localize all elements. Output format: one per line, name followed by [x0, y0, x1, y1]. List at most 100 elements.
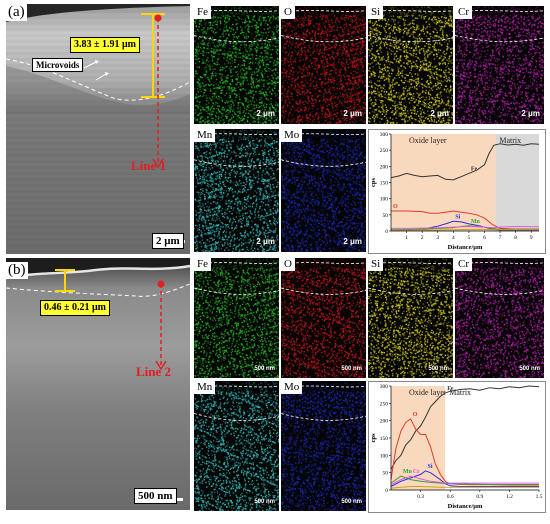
- x-tick-label: 7: [499, 235, 502, 241]
- x-tick-label: 0.9: [476, 494, 483, 500]
- map-mo-a: Mo 2 μm: [281, 129, 366, 252]
- microvoids-label: Microvoids: [32, 58, 84, 72]
- map-label-mn-b: Mn: [194, 381, 216, 394]
- y-tick-label: 300: [380, 132, 389, 138]
- x-tick-label: 1.2: [506, 494, 513, 500]
- x-tick-label: 2: [421, 235, 424, 241]
- map-fe-a: Fe 2 μm: [194, 6, 279, 124]
- series-line-mo: [390, 486, 539, 489]
- series-annotation-fe: Fe: [471, 166, 478, 172]
- y-tick-label: 50: [383, 471, 389, 477]
- y-tick-label: 200: [380, 164, 389, 170]
- chart-region-label: Matrix: [449, 388, 471, 397]
- series-line-fe: [390, 385, 540, 470]
- line-label-a: Line 1: [128, 159, 169, 173]
- map-cr-b: Cr 500 nm: [455, 258, 544, 378]
- y-tick-label: 150: [380, 181, 389, 187]
- chart-region-label: Oxide layer: [409, 388, 447, 397]
- series-annotation-o: O: [413, 412, 418, 418]
- y-tick-label: 250: [380, 148, 389, 154]
- series-annotation-o: O: [393, 204, 398, 210]
- map-o-a: O 2 μm: [281, 6, 366, 124]
- map-scale-o-b: 500 nm: [341, 366, 362, 372]
- line-scan-chart-a-svg: Oxide layer Matrix 1 2 3 4 5 6 7 8 9 0 50 100 150 200 25…: [370, 132, 540, 251]
- map-label-fe-a: Fe: [194, 6, 211, 19]
- chart-region: [445, 386, 539, 490]
- map-scale-si-a: 2 μm: [430, 109, 449, 118]
- map-scale-fe-b: 500 nm: [254, 366, 275, 372]
- map-mn-b: Mn 500 nm: [194, 381, 279, 511]
- series-annotation-si: Si: [455, 214, 460, 220]
- line-scan-chart-a: Oxide layer Matrix 1 2 3 4 5 6 7 8 9 0 50 100 150 200 25…: [368, 129, 546, 254]
- chart-region: [495, 134, 539, 231]
- y-tick-label: 200: [380, 419, 389, 425]
- y-tick-label: 100: [380, 453, 389, 459]
- map-label-mo-b: Mo: [281, 381, 303, 394]
- y-tick-label: 0: [385, 229, 388, 235]
- x-tick-label: 5: [468, 235, 471, 241]
- map-si-b: Si 500 nm: [368, 258, 453, 378]
- sem-image-b: [6, 258, 190, 510]
- map-label-o-a: O: [281, 6, 295, 19]
- thickness-label-b: 0.46 ± 0.21 μm: [40, 300, 110, 316]
- map-scale-mo-a: 2 μm: [343, 237, 362, 246]
- y-axis-label: cps: [370, 433, 377, 443]
- series-line-fe: [390, 143, 540, 181]
- line-scan-chart-b: Oxide layer Matrix 0.3 0.6 0.9 1.2 1.5 0 50 100 15…: [368, 381, 546, 513]
- map-si-a: Si 2 μm: [368, 6, 453, 124]
- map-label-mo-a: Mo: [281, 129, 303, 142]
- map-label-si-b: Si: [368, 258, 384, 271]
- panel-b: (b) 0.46 ± 0.21 μm Line 2 500 nm Fe 500 …: [0, 258, 550, 524]
- panel-label-a: (a): [6, 4, 27, 21]
- series-line-cr: [390, 475, 539, 486]
- map-label-cr-b: Cr: [455, 258, 472, 271]
- line-label-b: Line 2: [133, 365, 174, 379]
- series-line-o: [390, 418, 539, 486]
- x-tick-label: 1.5: [536, 494, 543, 500]
- x-axis-label: Distance/μm: [448, 503, 483, 510]
- series-annotation-cr: Cr: [413, 469, 420, 475]
- map-scale-fe-a: 2 μm: [256, 109, 275, 118]
- map-scale-mn-b: 500 nm: [254, 499, 275, 505]
- y-tick-label: 100: [380, 197, 389, 203]
- series-line-mn: [390, 475, 539, 485]
- map-label-cr-a: Cr: [455, 6, 472, 19]
- x-tick-label: 3: [436, 235, 439, 241]
- series-line-cr: [391, 225, 539, 229]
- y-tick-label: 300: [380, 384, 389, 390]
- panel-a: (a) 3.83 ± 1.91 μm Microvoids Line 1 2 μ…: [0, 0, 550, 258]
- chart-region-label: Matrix: [499, 136, 521, 145]
- y-axis-label: cps: [370, 178, 377, 188]
- map-scale-o-a: 2 μm: [343, 109, 362, 118]
- y-tick-label: 50: [383, 213, 389, 219]
- thickness-label-a: 3.83 ± 1.91 μm: [70, 37, 140, 53]
- y-tick-label: 0: [385, 488, 388, 494]
- sem-scale-a: 2 μm: [152, 233, 184, 249]
- map-label-fe-b: Fe: [194, 258, 211, 271]
- map-scale-si-b: 500 nm: [428, 366, 449, 372]
- map-mn-a: Mn 2 μm: [194, 129, 279, 252]
- panel-label-b: (b): [6, 262, 28, 279]
- map-scale-mn-a: 2 μm: [256, 237, 275, 246]
- series-annotation-si: Si: [428, 464, 433, 470]
- x-tick-label: 0.6: [447, 494, 454, 500]
- map-label-si-a: Si: [368, 6, 384, 19]
- x-tick-label: 9: [530, 235, 533, 241]
- map-label-mn-a: Mn: [194, 129, 216, 142]
- y-tick-label: 150: [380, 436, 389, 442]
- series-line-o: [391, 210, 539, 230]
- x-tick-label: 8: [514, 235, 517, 241]
- chart-region-label: Oxide layer: [409, 136, 447, 145]
- map-scale-cr-a: 2 μm: [521, 109, 540, 118]
- map-cr-a: Cr 2 μm: [455, 6, 544, 124]
- x-tick-label: 0.3: [417, 494, 424, 500]
- x-tick-label: 6: [483, 235, 486, 241]
- map-mo-b: Mo 500 nm: [281, 381, 366, 511]
- sem-scale-b: 500 nm: [134, 488, 177, 504]
- map-label-o-b: O: [281, 258, 295, 271]
- chart-region: [391, 386, 446, 490]
- series-annotation-mn: Mn: [471, 219, 481, 225]
- series-annotation-mn: Mn: [403, 469, 413, 475]
- map-o-b: O 500 nm: [281, 258, 366, 378]
- x-tick-label: 4: [452, 235, 455, 241]
